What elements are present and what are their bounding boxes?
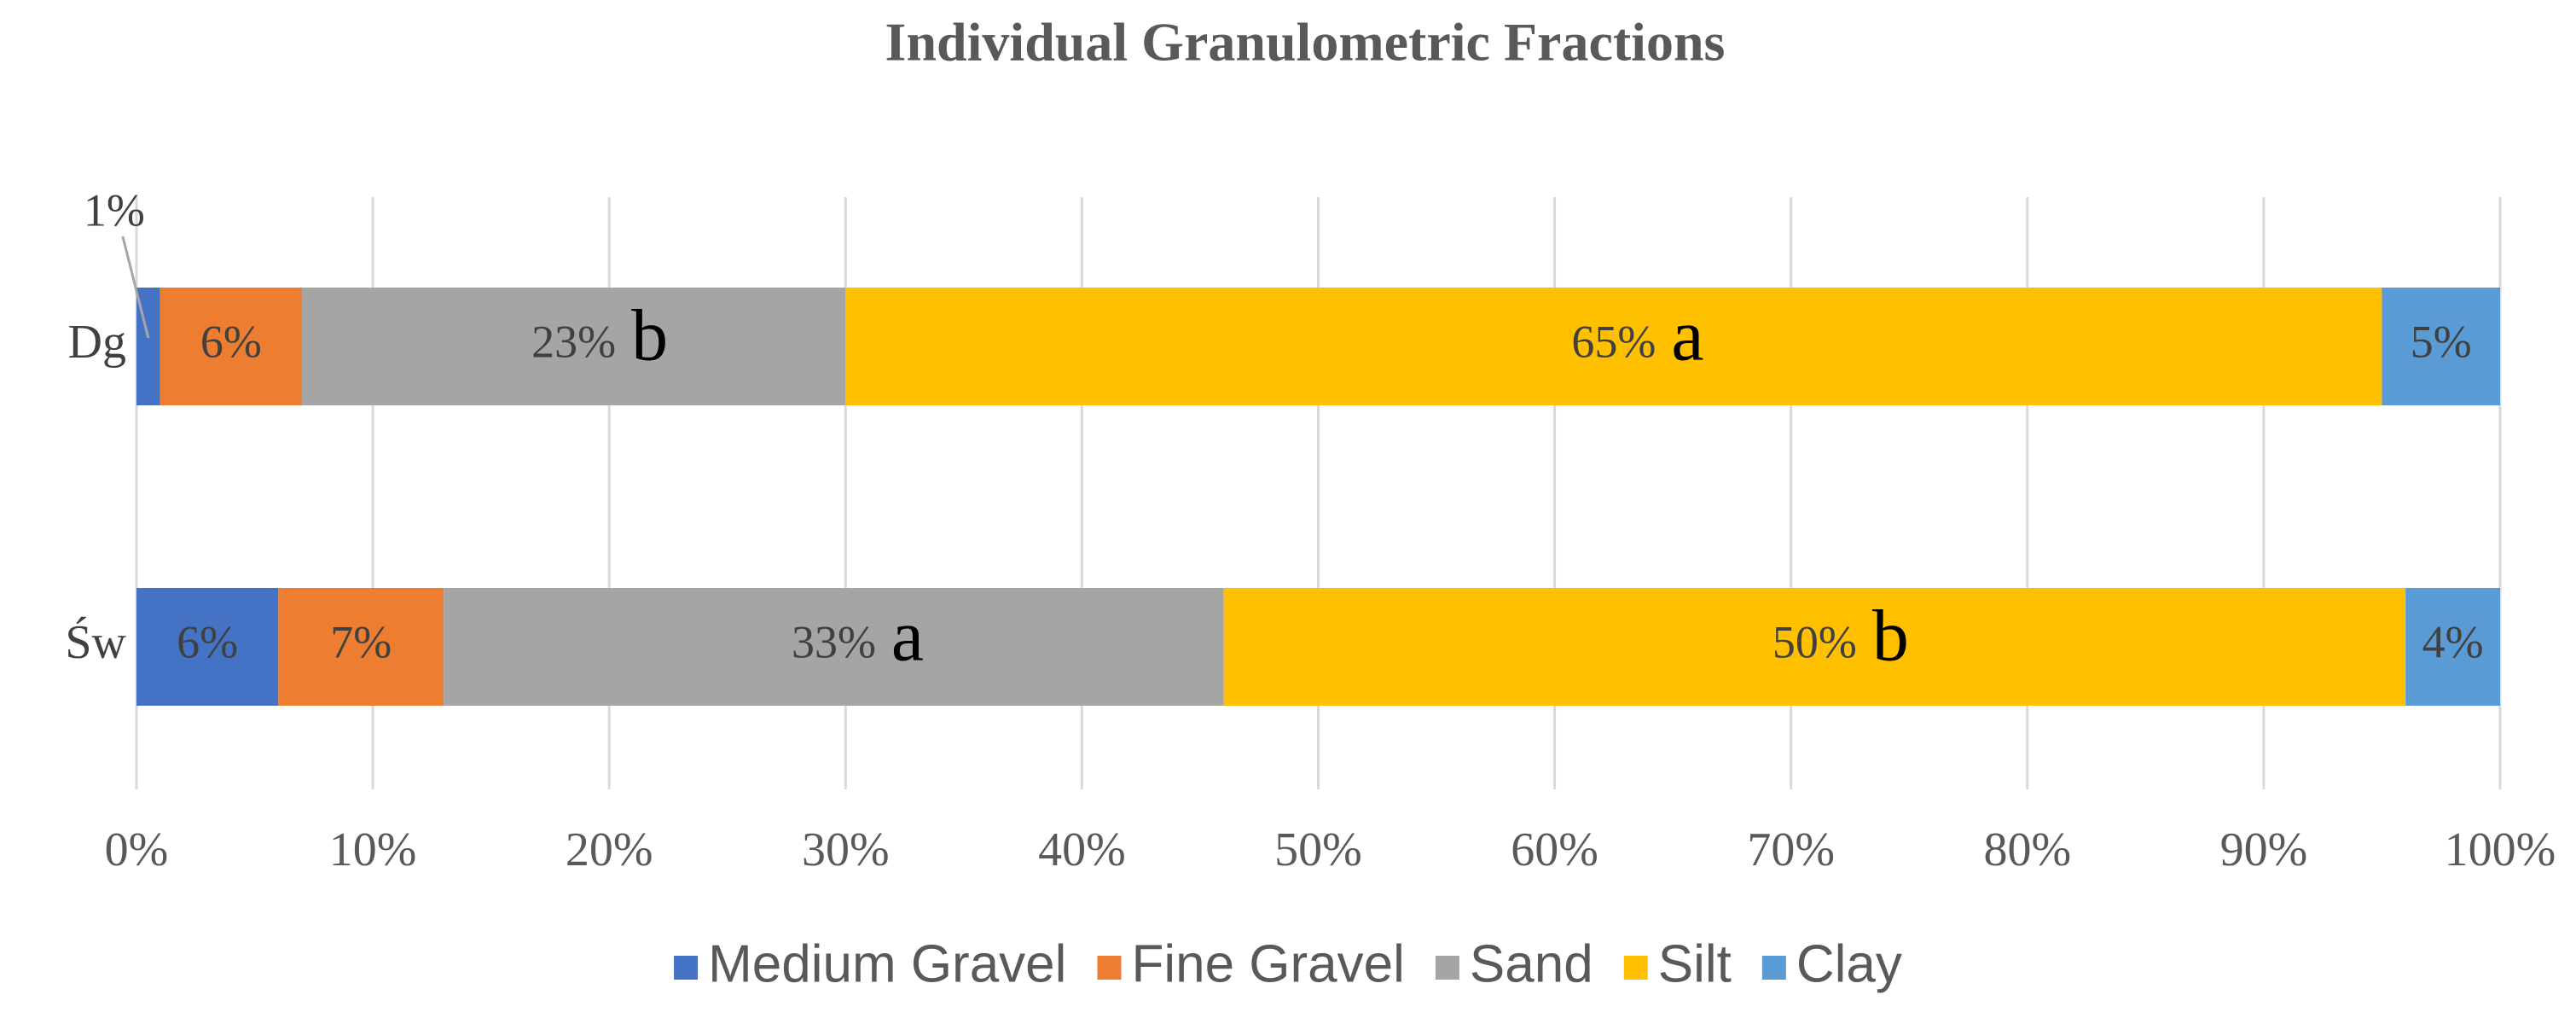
- x-tick-label: 30%: [802, 823, 890, 876]
- bar-segment: [845, 288, 2382, 405]
- bar-segment: [301, 288, 846, 405]
- legend-swatch: [674, 956, 699, 980]
- significance-letter: a: [891, 595, 924, 677]
- x-tick-label: 50%: [1274, 823, 1362, 876]
- bar-segment: [278, 588, 444, 706]
- legend-label: Medium Gravel: [708, 934, 1066, 993]
- significance-letter: b: [631, 294, 668, 376]
- leader-line: [121, 236, 150, 339]
- legend-label: Clay: [1796, 934, 1902, 993]
- value-label: 6%: [200, 316, 262, 367]
- legend-swatch: [1761, 956, 1786, 980]
- value-label: 6%: [177, 616, 238, 667]
- bar-segment: [1223, 588, 2406, 706]
- significance-letter: b: [1872, 595, 1909, 677]
- bar-segment: [2382, 288, 2500, 405]
- x-tick-label: 80%: [1983, 823, 2071, 876]
- x-tick-label: 20%: [566, 823, 653, 876]
- y-tick-label: Św: [65, 615, 126, 669]
- bar-segment: [444, 588, 1224, 706]
- x-tick-label: 0%: [105, 823, 169, 876]
- x-tick-label: 90%: [2220, 823, 2308, 876]
- bar-segment: [2405, 588, 2500, 706]
- legend-swatch: [1435, 956, 1459, 980]
- legend-label: Sand: [1470, 934, 1593, 993]
- x-tick-label: 70%: [1747, 823, 1835, 876]
- x-tick-label: 10%: [329, 823, 417, 876]
- bar-segment: [160, 288, 302, 405]
- x-tick-label: 60%: [1511, 823, 1598, 876]
- value-label: 50%: [1772, 616, 1857, 667]
- value-label: 7%: [330, 616, 392, 667]
- value-label: 4%: [2422, 616, 2484, 667]
- legend-swatch: [1097, 956, 1122, 980]
- x-tick-label: 40%: [1038, 823, 1126, 876]
- value-label: 1%: [84, 184, 145, 236]
- value-label: 23%: [531, 316, 616, 367]
- legend-swatch: [1623, 956, 1648, 980]
- y-tick-label: Dg: [68, 316, 126, 369]
- value-label: 65%: [1571, 316, 1656, 367]
- x-tick-label: 100%: [2445, 823, 2556, 876]
- significance-letter: a: [1671, 294, 1703, 376]
- bar-segment: [136, 588, 279, 706]
- value-label: 5%: [2411, 316, 2472, 367]
- legend-label: Fine Gravel: [1131, 934, 1404, 993]
- value-label: 33%: [792, 616, 876, 667]
- chart-title: Individual Granulometric Fractions: [885, 12, 1726, 73]
- legend-label: Silt: [1658, 934, 1732, 993]
